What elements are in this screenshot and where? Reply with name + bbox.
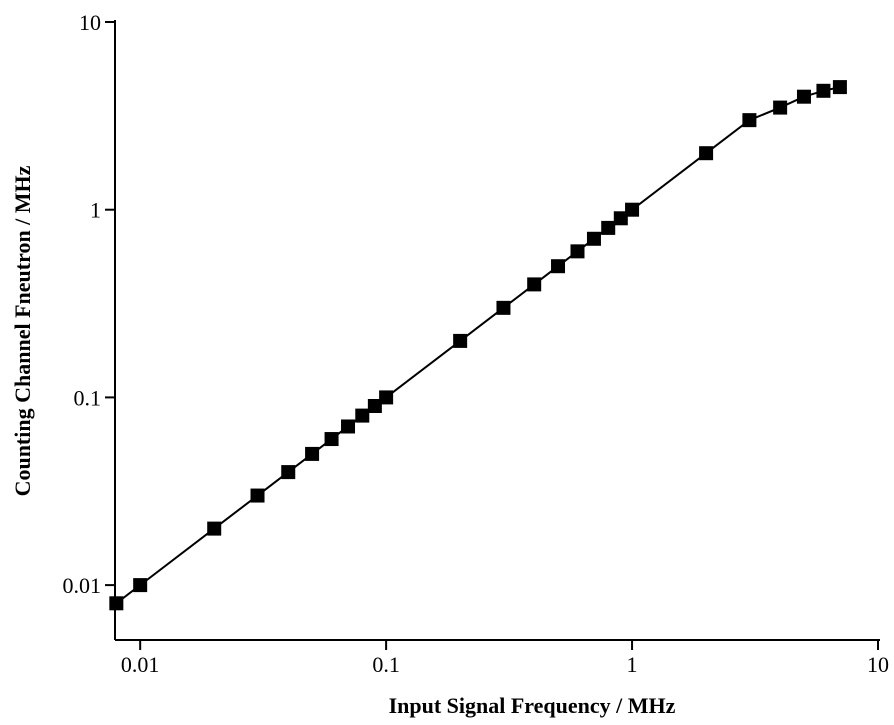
marker (367, 398, 382, 413)
marker (742, 113, 757, 128)
marker (324, 432, 339, 447)
x-tick-label: 10 (867, 652, 889, 677)
x-tick-label: 1 (627, 652, 638, 677)
marker (832, 80, 847, 95)
marker (133, 578, 148, 593)
marker (796, 89, 811, 104)
marker (816, 83, 831, 98)
marker (586, 231, 601, 246)
y-axis-title: Counting Channel Fneutron / MHz (10, 165, 35, 496)
y-tick-label: 0.1 (74, 385, 102, 410)
marker (453, 333, 468, 348)
marker (613, 211, 628, 226)
marker (379, 390, 394, 405)
marker (496, 300, 511, 315)
x-tick-label: 0.1 (372, 652, 400, 677)
y-tick-label: 0.01 (63, 573, 102, 598)
marker (355, 408, 370, 423)
marker (551, 259, 566, 274)
marker (250, 488, 265, 503)
marker (341, 419, 356, 434)
y-tick-label: 10 (79, 10, 101, 35)
data-line (115, 86, 841, 605)
marker (305, 446, 320, 461)
marker (527, 277, 542, 292)
x-tick-label: 0.01 (121, 652, 160, 677)
marker (601, 220, 616, 235)
marker (207, 521, 222, 536)
marker (625, 202, 640, 217)
x-axis-title: Input Signal Frequency / MHz (389, 693, 676, 718)
marker (699, 146, 714, 161)
marker (109, 596, 124, 611)
marker (570, 244, 585, 259)
marker (773, 100, 788, 115)
y-tick-label: 1 (90, 198, 101, 223)
marker (281, 465, 296, 480)
